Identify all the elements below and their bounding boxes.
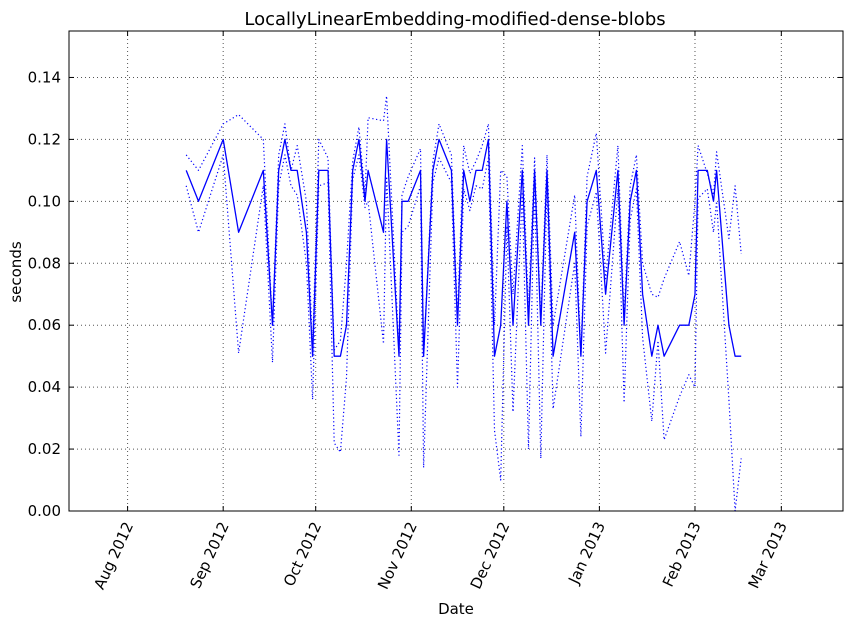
y-tick-label: 0.06 xyxy=(28,316,61,334)
y-tick-label: 0.14 xyxy=(28,68,61,86)
series-line-bound-2 xyxy=(185,154,742,512)
plot-frame xyxy=(68,30,844,512)
series-line-mean xyxy=(185,138,742,357)
x-axis-label: Date xyxy=(438,600,474,618)
y-tick-label: 0.10 xyxy=(28,192,61,210)
y-tick-label: 0.08 xyxy=(28,254,61,272)
chart-title: LocallyLinearEmbedding-modified-dense-bl… xyxy=(244,9,665,30)
y-axis-label: seconds xyxy=(7,241,25,302)
y-tick-label: 0.00 xyxy=(28,502,61,520)
y-tick-label: 0.12 xyxy=(28,130,61,148)
series-layer xyxy=(185,95,742,512)
y-tick-label: 0.02 xyxy=(28,440,61,458)
y-tick-label: 0.04 xyxy=(28,378,61,396)
